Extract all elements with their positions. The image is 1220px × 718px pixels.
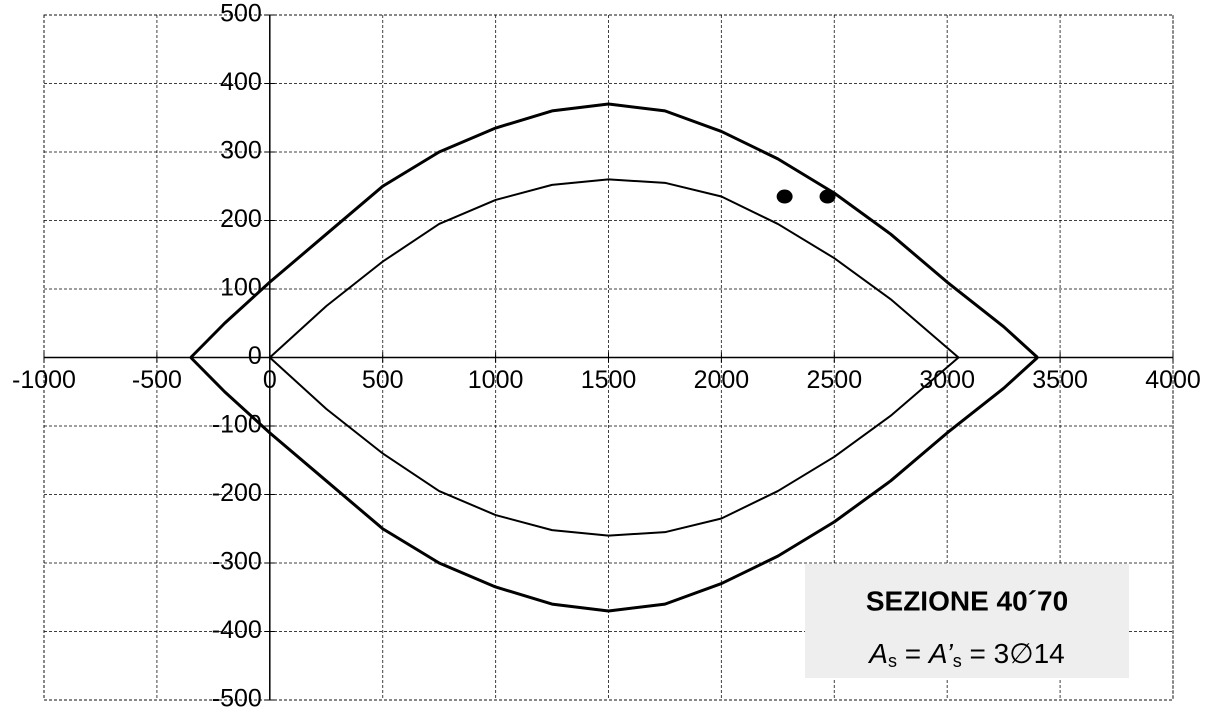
y-tick-label: 500 [220,0,262,28]
x-tick-label: 4000 [1145,366,1201,394]
y-tick-label: -100 [212,411,262,439]
formula-part: A [867,638,888,669]
curve [269,178,960,359]
formula-part: = [897,638,929,669]
y-tick-label: 200 [220,205,262,233]
y-tick-label: -400 [212,616,262,644]
annotation-box [805,564,1129,678]
annotation-formula: As = A’s = 3∅14 [867,638,1065,670]
point [819,189,836,204]
annotation-title: SEZIONE 40´70 [866,585,1068,616]
x-tick-label: 3000 [919,366,975,394]
curve [189,102,1039,359]
formula-part: s [953,651,962,671]
y-tick-label: -500 [212,685,262,713]
y-tick-label: -300 [212,548,262,576]
point [776,189,793,204]
y-tick-label: 400 [220,68,262,96]
formula-part: = 3∅14 [962,638,1065,669]
formula-part: s [888,651,897,671]
x-tick-label: 1000 [468,366,524,394]
curve [189,356,1039,613]
formula-part: A’ [927,638,954,669]
x-tick-label: 1500 [581,366,637,394]
x-tick-label: 3500 [1032,366,1088,394]
x-tick-label: 2500 [806,366,862,394]
curve [269,356,960,537]
x-tick-label: 0 [263,366,277,394]
y-tick-label: 100 [220,274,262,302]
x-tick-label: 2000 [694,366,750,394]
y-tick-label: -200 [212,479,262,507]
y-tick-label: 300 [220,137,262,165]
x-tick-label: -1000 [12,366,76,394]
x-tick-label: 500 [362,366,404,394]
y-tick-label: 0 [248,342,262,370]
x-tick-label: -500 [132,366,182,394]
